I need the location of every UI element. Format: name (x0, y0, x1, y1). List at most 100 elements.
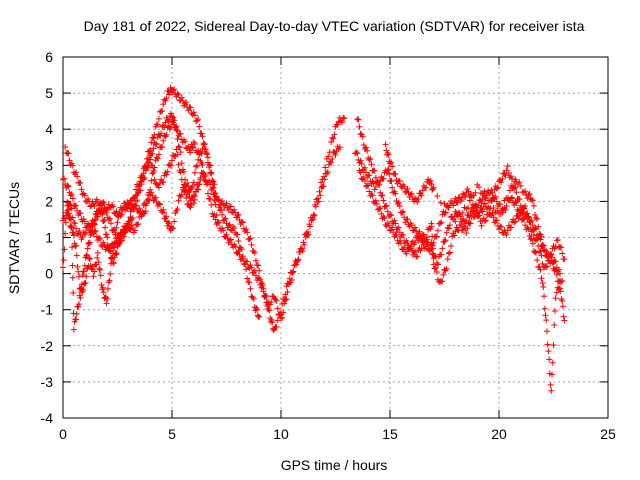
data-point (392, 220, 399, 227)
data-point (115, 213, 122, 220)
data-point (73, 202, 80, 209)
data-point (244, 229, 251, 236)
data-point (442, 237, 449, 244)
data-point (479, 208, 486, 215)
data-point (300, 239, 307, 246)
data-point (534, 236, 541, 243)
data-point (143, 197, 150, 204)
data-point (446, 222, 453, 229)
data-point (538, 275, 545, 282)
data-point (254, 312, 261, 319)
data-point (107, 271, 114, 278)
data-point (60, 257, 67, 264)
data-point (533, 214, 540, 221)
data-point (202, 148, 209, 155)
data-point (544, 341, 551, 348)
data-point (214, 196, 221, 203)
data-point (97, 235, 104, 242)
data-point (140, 170, 147, 177)
data-point (426, 248, 433, 255)
data-point (62, 219, 69, 226)
y-tick-label: 1 (45, 230, 53, 246)
data-point (256, 313, 263, 320)
data-point (320, 183, 327, 190)
data-point (198, 150, 205, 157)
data-point (448, 213, 455, 220)
data-point (512, 218, 519, 225)
data-point (75, 268, 82, 275)
data-point (214, 220, 221, 227)
data-point (196, 181, 203, 188)
data-point (69, 162, 76, 169)
data-point (489, 189, 496, 196)
data-point (357, 169, 364, 176)
data-point (105, 285, 112, 292)
data-point (371, 167, 378, 174)
data-point (549, 371, 556, 378)
data-point (149, 170, 156, 177)
data-point (230, 223, 237, 230)
data-point (108, 255, 115, 262)
data-point (354, 116, 361, 123)
data-point (538, 233, 545, 240)
data-point (455, 194, 462, 201)
data-point (154, 155, 161, 162)
data-point (547, 251, 554, 258)
data-point (149, 192, 156, 199)
data-point (539, 279, 546, 286)
data-point (155, 115, 162, 122)
data-point (561, 317, 568, 324)
data-point (183, 194, 190, 201)
data-point (107, 248, 114, 255)
data-point (68, 224, 75, 231)
data-point (440, 271, 447, 278)
data-point (163, 95, 170, 102)
data-point (171, 121, 178, 128)
data-point (330, 135, 337, 142)
data-point (247, 285, 254, 292)
data-point (296, 249, 303, 256)
data-point (269, 319, 276, 326)
data-point (366, 156, 373, 163)
data-point (256, 267, 263, 274)
data-point (262, 293, 269, 300)
data-point (243, 266, 250, 273)
data-point (95, 259, 102, 266)
data-point (206, 164, 213, 171)
data-point (522, 188, 529, 195)
data-point (534, 216, 541, 223)
data-point (127, 214, 134, 221)
data-point (79, 233, 86, 240)
data-point (213, 212, 220, 219)
data-point (284, 280, 291, 287)
data-point (414, 253, 421, 260)
data-point (537, 248, 544, 255)
data-point (81, 230, 88, 237)
data-point (465, 204, 472, 211)
data-point (407, 245, 414, 252)
data-point (110, 260, 117, 267)
data-point (379, 192, 386, 199)
data-point (372, 183, 379, 190)
y-tick-label: -1 (41, 302, 54, 318)
data-point (515, 215, 522, 222)
data-point (400, 208, 407, 215)
data-point (101, 295, 108, 302)
data-point (396, 177, 403, 184)
data-point (501, 170, 508, 177)
data-point (517, 182, 524, 189)
data-point (82, 279, 89, 286)
data-point (520, 189, 527, 196)
data-point (462, 194, 469, 201)
data-point (175, 161, 182, 168)
data-point (147, 146, 154, 153)
data-point (494, 184, 501, 191)
data-point (177, 149, 184, 156)
data-point (288, 277, 295, 284)
data-point (106, 277, 113, 284)
data-point (86, 256, 93, 263)
data-point (380, 175, 387, 182)
data-point (539, 260, 546, 267)
data-point (118, 230, 125, 237)
data-point (539, 241, 546, 248)
